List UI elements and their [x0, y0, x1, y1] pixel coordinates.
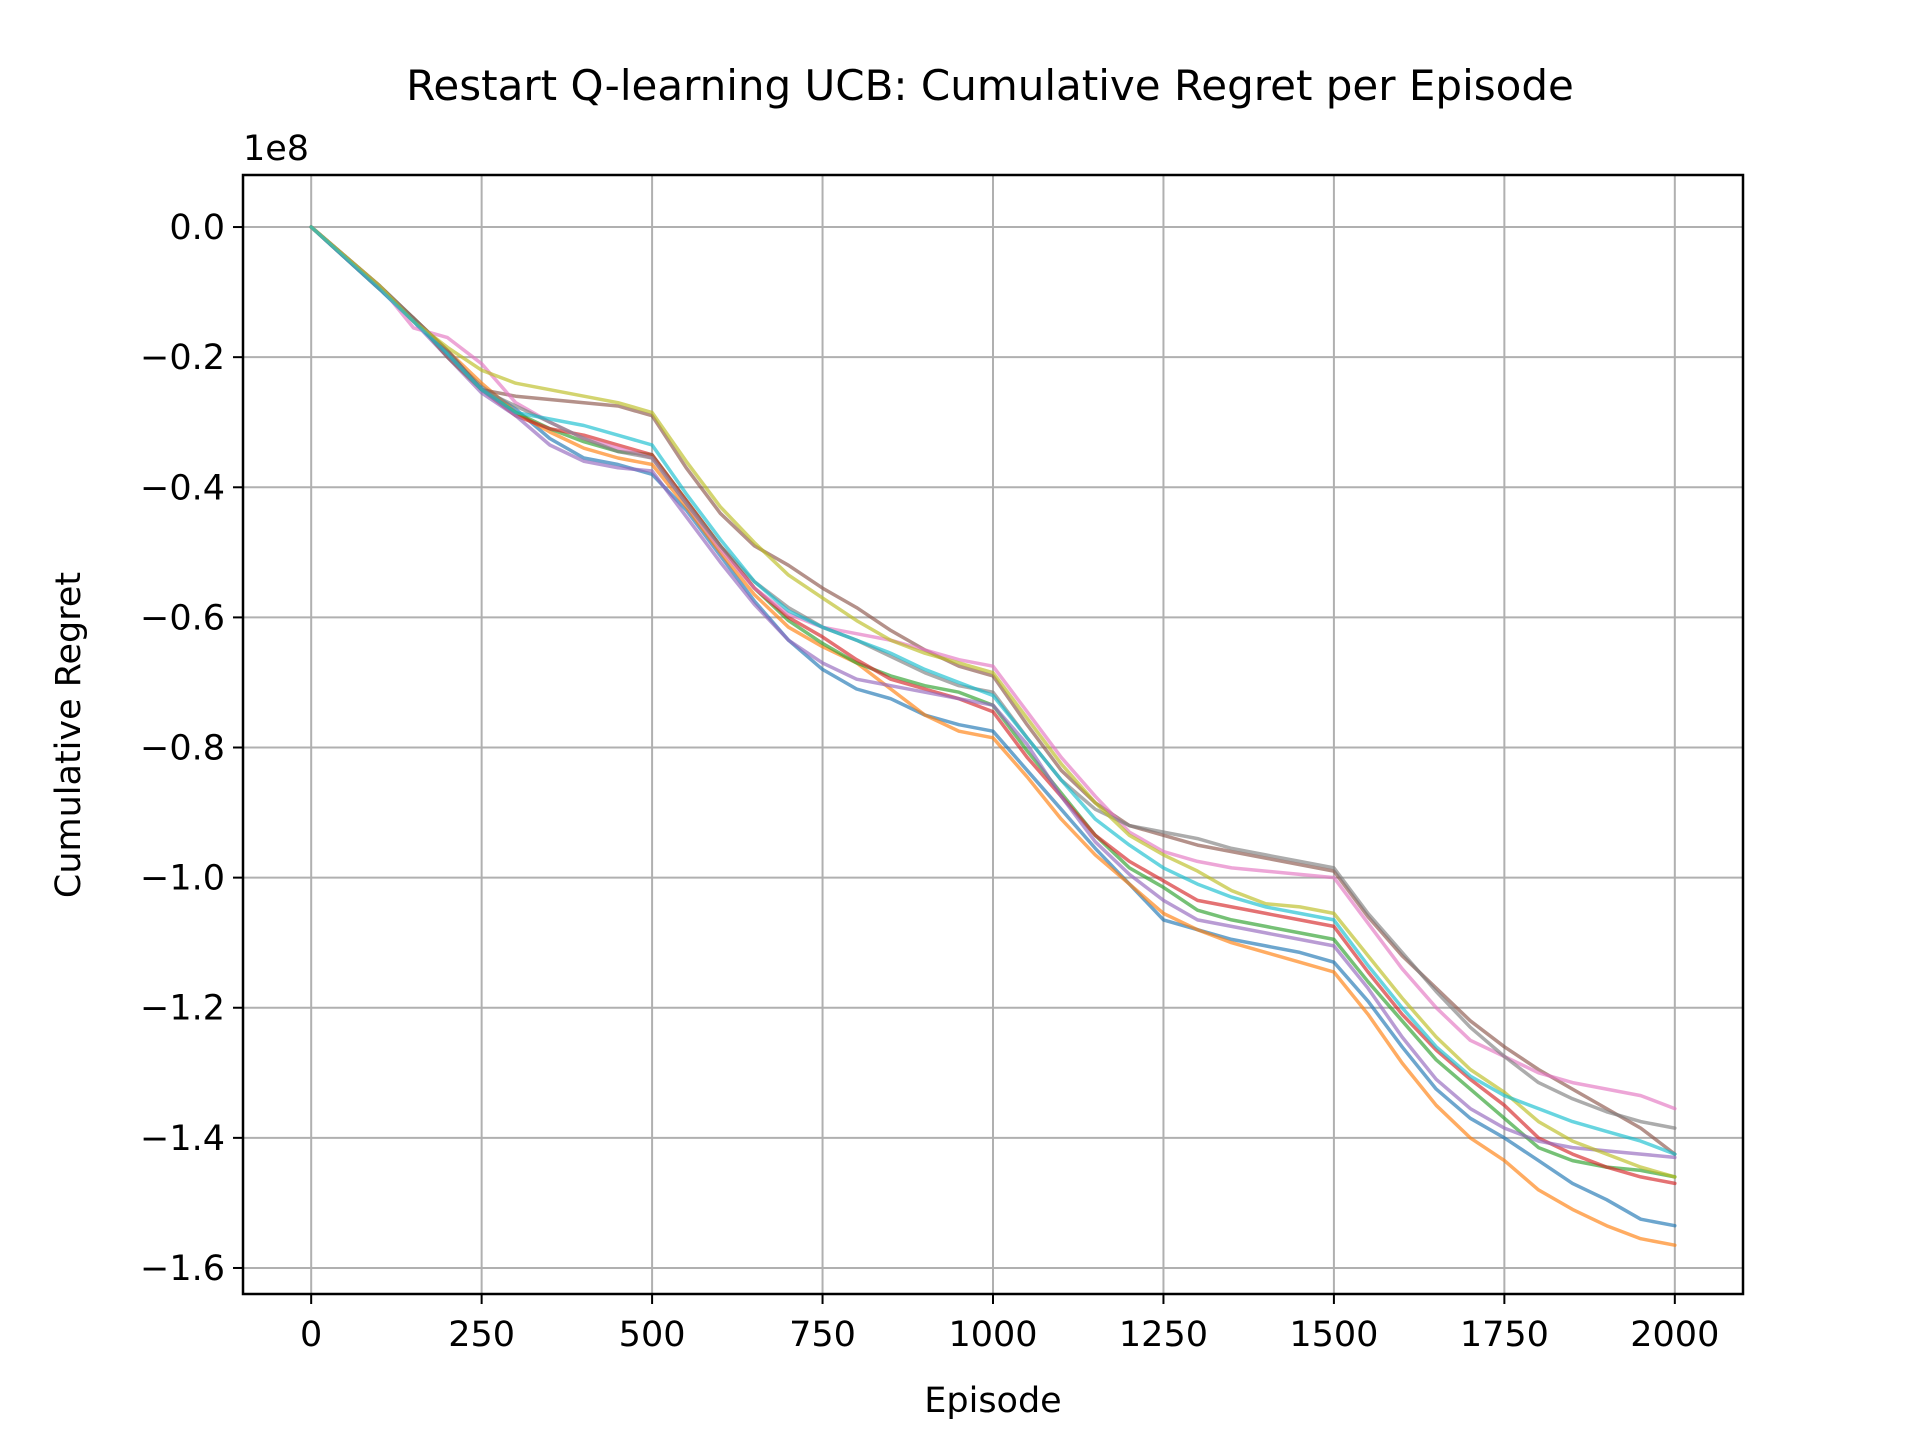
series-line-2: [309, 225, 1677, 1247]
x-tick-label: 500: [619, 1315, 686, 1355]
y-axis-label: Cumulative Regret: [49, 572, 89, 898]
y-axis-ticks: 0.0 −0.2 −0.4 −0.6 −0.8 −1.0 −1.2 −1.4 −1.6: [140, 208, 243, 1289]
x-axis-label: Episode: [924, 1381, 1061, 1421]
gridlines: [243, 175, 1743, 1294]
series-lines: [309, 225, 1677, 1247]
series-line-10: [309, 225, 1677, 1156]
x-tick-label: 2000: [1630, 1315, 1719, 1355]
y-tick-label: −0.6: [140, 598, 225, 638]
x-tick-label: 750: [789, 1315, 856, 1355]
y-tick-label: −0.4: [140, 468, 225, 508]
y-tick-label: −1.6: [140, 1249, 225, 1289]
x-tick-label: 0: [300, 1315, 322, 1355]
y-tick-label: −1.0: [140, 859, 225, 899]
y-offset-label: 1e8: [243, 129, 309, 169]
series-line-5: [309, 225, 1677, 1160]
x-tick-label: 250: [448, 1315, 515, 1355]
x-axis-ticks: 0 250 500 750 1000 1250 1500 1750 2000: [300, 1294, 1719, 1355]
x-tick-label: 1500: [1289, 1315, 1378, 1355]
series-line-6: [309, 225, 1677, 1156]
y-tick-label: −0.2: [140, 338, 225, 378]
y-tick-label: 0.0: [169, 208, 225, 248]
x-tick-label: 1000: [948, 1315, 1037, 1355]
x-tick-label: 1750: [1460, 1315, 1549, 1355]
series-line-9: [309, 225, 1677, 1179]
y-tick-label: −0.8: [140, 729, 225, 769]
series-line-1: [309, 225, 1677, 1228]
y-tick-label: −1.2: [140, 989, 225, 1029]
chart-title: Restart Q-learning UCB: Cumulative Regre…: [406, 61, 1574, 110]
x-tick-label: 1250: [1119, 1315, 1208, 1355]
series-line-3: [309, 225, 1677, 1179]
y-tick-label: −1.4: [140, 1119, 225, 1159]
